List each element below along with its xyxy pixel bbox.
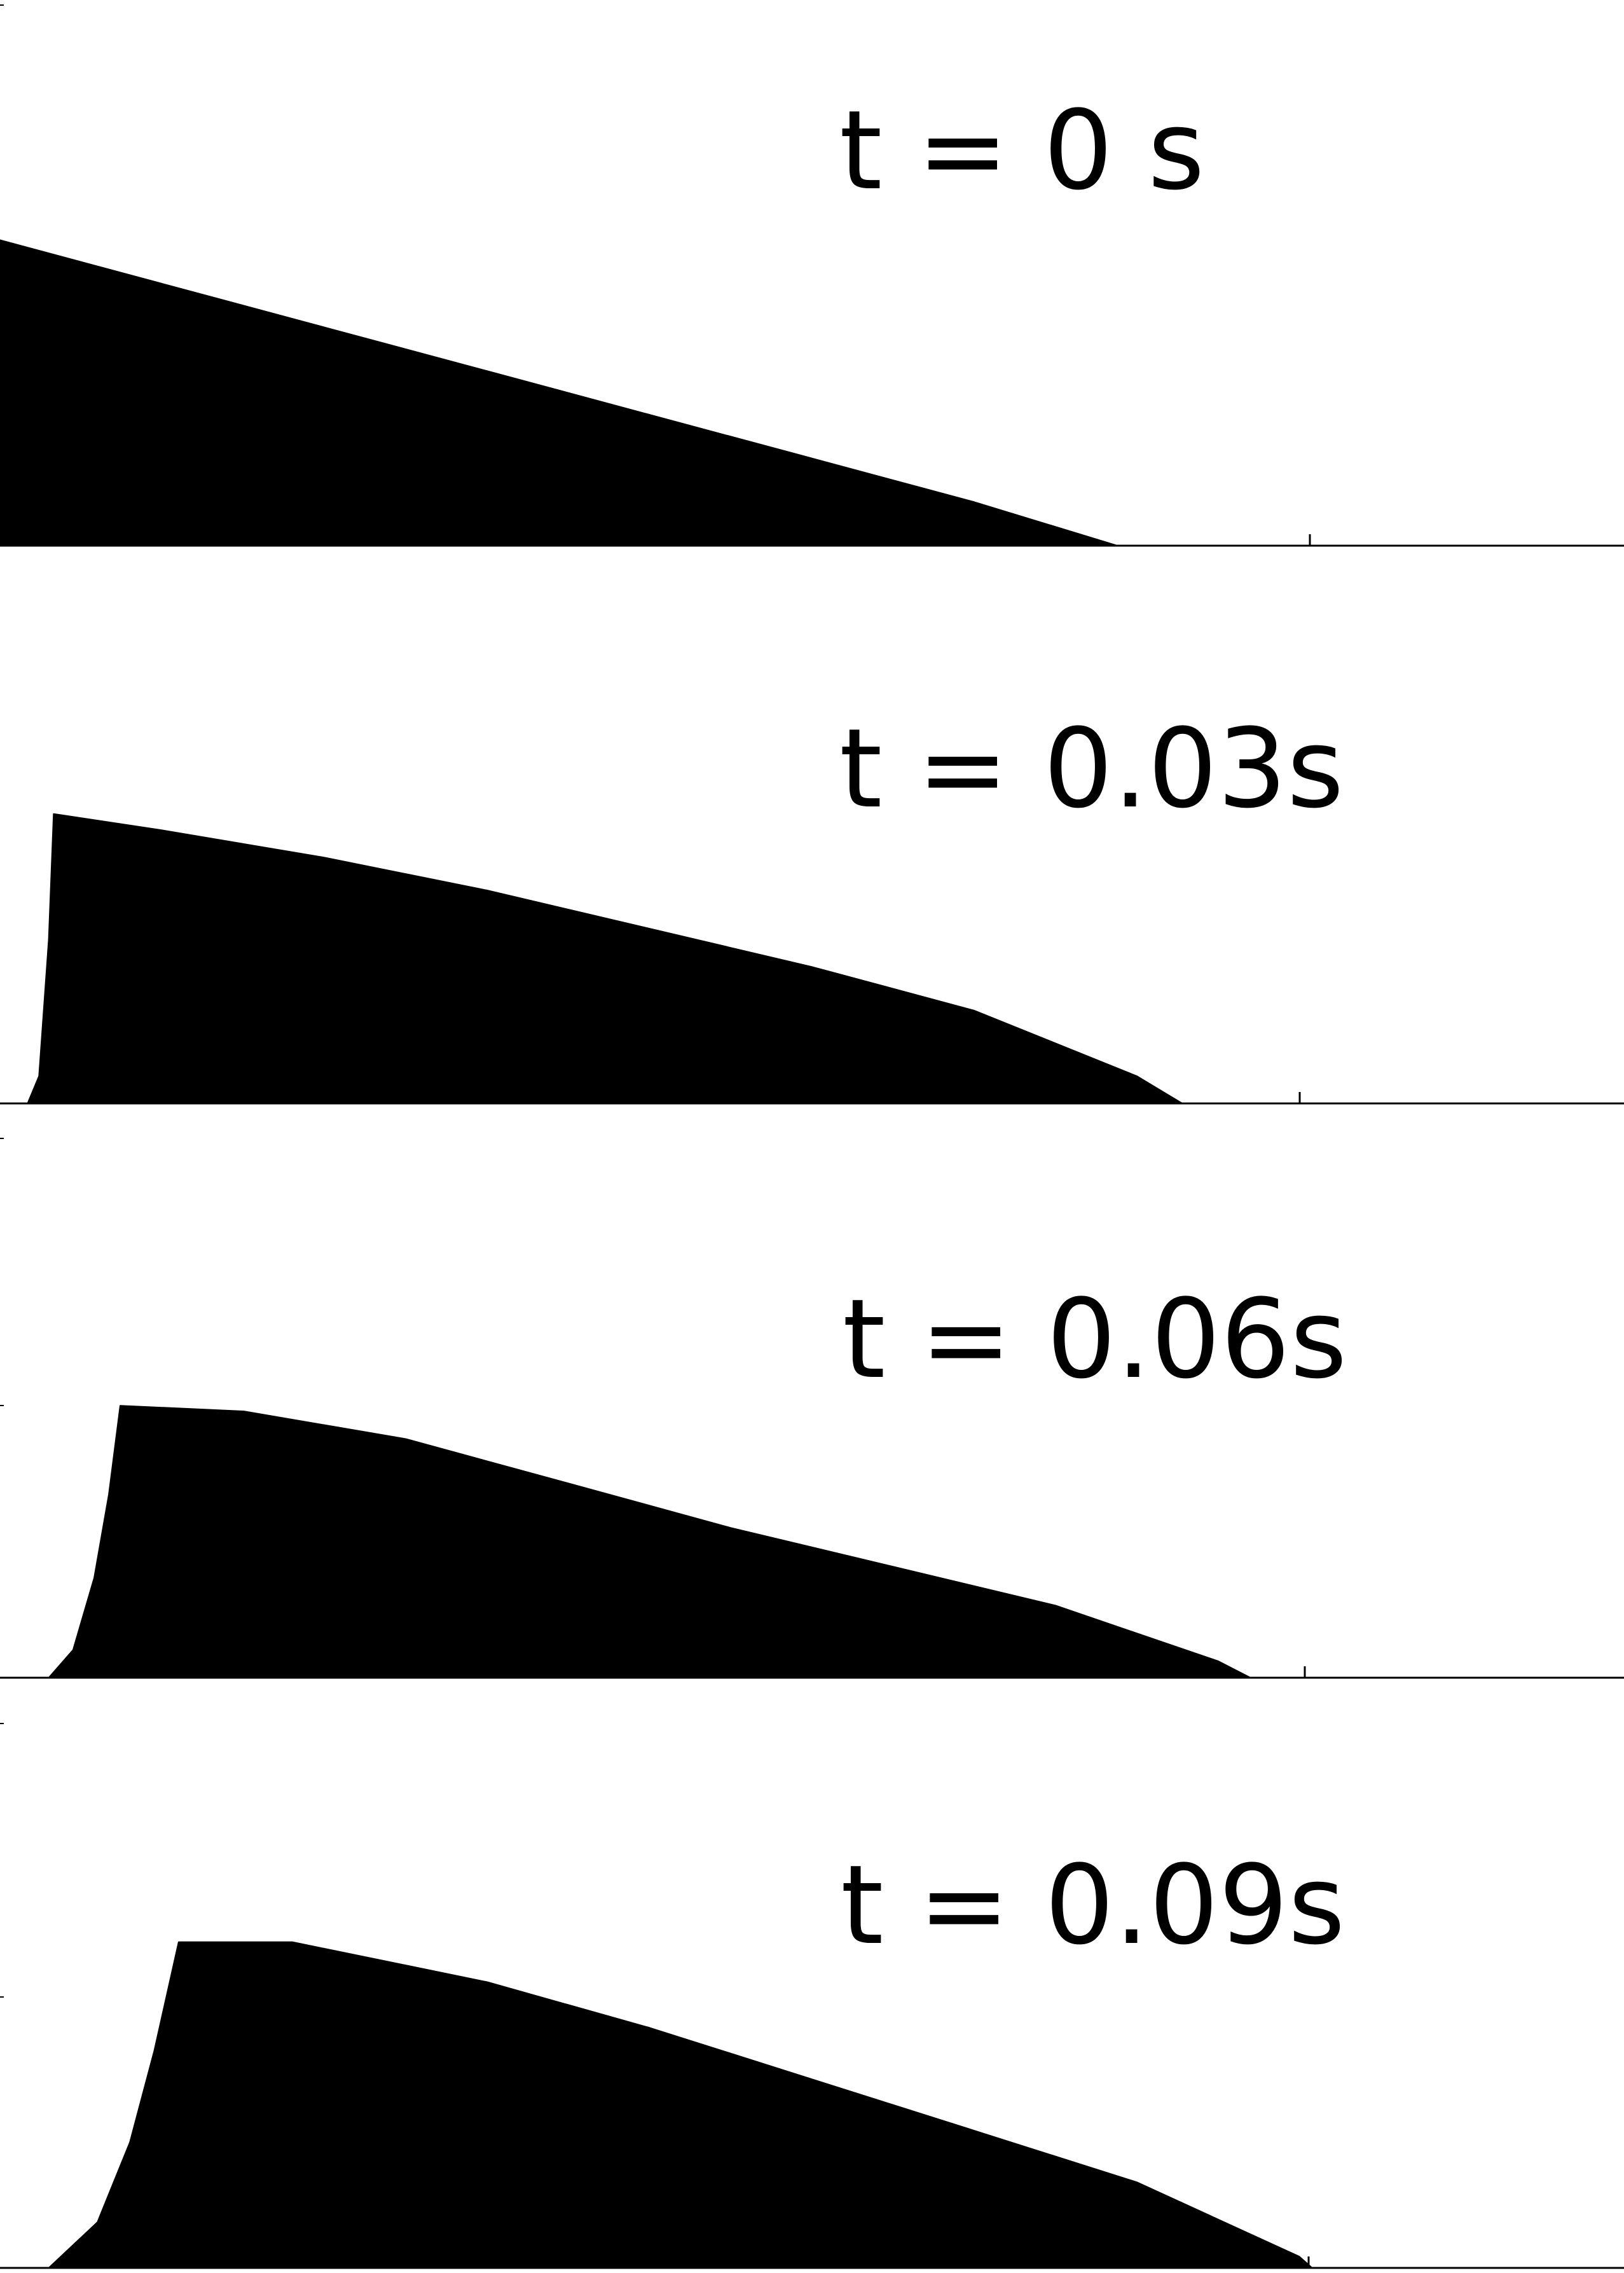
time-annotation: t = 0.03s	[839, 705, 1344, 833]
time-annotation: t = 0.06s	[843, 1275, 1347, 1403]
area-series	[27, 813, 1183, 1104]
panel-1: t = 0 s	[0, 86, 1624, 547]
panel-3: t = 0.06s	[0, 1275, 1624, 1679]
panel-4: t = 0.09s	[0, 1841, 1624, 2269]
area-series	[48, 1405, 1251, 1678]
time-annotation: t = 0.09s	[841, 1841, 1345, 1969]
area-series	[48, 1941, 1313, 2269]
panel-2: t = 0.03s	[0, 705, 1624, 1105]
area-series	[0, 239, 1118, 546]
time-annotation: t = 0 s	[839, 86, 1205, 214]
